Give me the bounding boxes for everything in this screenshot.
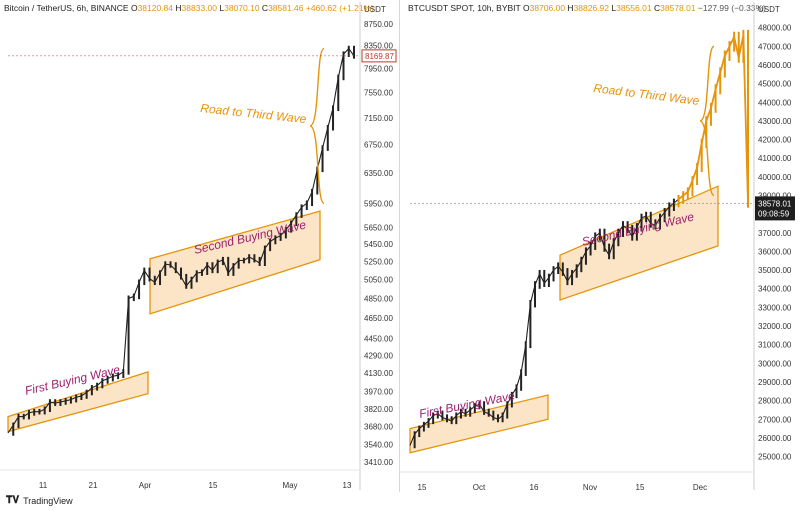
road-to-third-wave-label: Road to Third Wave [593,81,701,108]
close-value: 38581.46 [268,3,304,13]
panel-divider[interactable] [399,0,400,492]
symbol-label: BTCUSDT SPOT, 10h, BYBIT [408,3,521,13]
currency-label: USDT [758,5,780,14]
currency-label: USDT [364,5,386,14]
y-tick-label: 31000.00 [758,341,792,350]
third-wave-bracket [309,47,325,204]
road-to-third-wave-label: Road to Third Wave [200,101,308,126]
y-tick-label: 4850.00 [364,294,393,303]
left-price-chart[interactable]: USDT 8750.00 8350.00 7950.00 7550.00 7150.00 6… [0,0,398,490]
y-tick-label: 5250.00 [364,257,393,266]
x-tick-label: Apr [139,481,152,490]
y-tick-label: 35000.00 [758,266,792,275]
y-tick-label: 8750.00 [364,20,393,29]
recent-price-line [677,34,749,204]
y-tick-label: 44000.00 [758,98,792,107]
y-tick-label: 5650.00 [364,223,393,232]
x-tick-label: May [282,481,297,490]
x-tick-label: 21 [89,481,98,490]
low-value: 38556.01 [616,3,652,13]
y-tick-label: 33000.00 [758,303,792,312]
y-tick-label: 48000.00 [758,24,792,33]
y-tick-label: 45000.00 [758,80,792,89]
x-tick-label: Nov [583,483,597,490]
x-tick-label: Dec [693,483,707,490]
third-wave-bracket [699,45,715,197]
y-tick-label: 3820.00 [364,405,393,414]
tradingview-label: TradingView [23,495,73,506]
tradingview-footer: 𝐓𝐕 TradingView [6,495,73,506]
low-value: 38070.10 [224,3,260,13]
price-badge-label: 38578.01 [758,199,792,208]
right-chart-header: BTCUSDT SPOT, 10h, BYBIT O38706.00 H3882… [408,3,766,13]
y-tick-label: 4130.00 [364,369,393,378]
open-value: 38706.00 [529,3,566,13]
x-tick-label: 11 [39,481,48,490]
tradingview-logo-icon: 𝐓𝐕 [6,495,20,506]
y-tick-label: 7950.00 [364,65,393,74]
y-tick-label: 29000.00 [758,378,792,387]
change-value: +460.62 (+1.21%) [305,3,374,13]
y-tick-label: 3540.00 [364,441,393,450]
y-tick-label: 32000.00 [758,322,792,331]
countdown-timer-label: 09:08:59 [758,209,790,218]
y-tick-label: 43000.00 [758,117,792,126]
y-tick-label: 39000.00 [758,192,792,201]
y-tick-label: 5050.00 [364,275,393,284]
y-tick-label: 34000.00 [758,285,792,294]
y-tick-label: 8350.00 [364,42,393,51]
y-tick-label: 30000.00 [758,359,792,368]
close-value: 38578.01 [660,3,696,13]
y-tick-label: 3970.00 [364,387,393,396]
x-tick-label: 15 [209,481,218,490]
change-value: −127.99 (−0.33%) [697,3,766,13]
open-value: 38120.84 [137,3,174,13]
y-tick-label: 40000.00 [758,173,792,182]
x-tick-label: 13 [343,481,352,490]
y-tick-label: 6350.00 [364,169,393,178]
high-value: 38833.00 [181,3,217,13]
right-chart-panel[interactable]: BTCUSDT SPOT, 10h, BYBIT O38706.00 H3882… [400,0,800,490]
y-tick-label: 47000.00 [758,42,792,51]
y-tick-label: 4290.00 [364,351,393,360]
price-badge-label: 8169.87 [365,52,394,61]
y-tick-label: 5450.00 [364,240,393,249]
y-tick-label: 3680.00 [364,423,393,432]
symbol-label: Bitcoin / TetherUS, 6h, BINANCE [4,3,129,13]
y-tick-label: 42000.00 [758,136,792,145]
y-tick-label: 7150.00 [364,114,393,123]
left-chart-panel[interactable]: Bitcoin / TetherUS, 6h, BINANCE O38120.8… [0,0,398,490]
y-tick-label: 4650.00 [364,314,393,323]
y-tick-label: 7550.00 [364,89,393,98]
y-tick-label: 26000.00 [758,434,792,443]
buying-wave-channel [7,370,149,433]
y-tick-label: 36000.00 [758,247,792,256]
y-tick-label: 6750.00 [364,141,393,150]
price-badge [361,49,397,63]
x-tick-label: 15 [418,483,427,490]
y-tick-label: 37000.00 [758,229,792,238]
y-tick-label: 27000.00 [758,415,792,424]
x-tick-label: Oct [473,483,486,490]
y-tick-label: 28000.00 [758,397,792,406]
y-tick-label: 4450.00 [364,334,393,343]
y-tick-label: 25000.00 [758,453,792,462]
right-price-chart[interactable]: USDT 48000.00 47000.00 46000.00 45000.00 4400… [400,0,800,490]
y-tick-label: 46000.00 [758,61,792,70]
y-tick-label: 5950.00 [364,199,393,208]
high-value: 38826.92 [573,3,610,13]
left-chart-header: Bitcoin / TetherUS, 6h, BINANCE O38120.8… [4,3,374,13]
x-tick-label: 15 [636,483,645,490]
y-tick-label: 41000.00 [758,154,792,163]
x-tick-label: 16 [530,483,539,490]
y-tick-label: 3410.00 [364,458,393,467]
price-badge [755,196,795,221]
